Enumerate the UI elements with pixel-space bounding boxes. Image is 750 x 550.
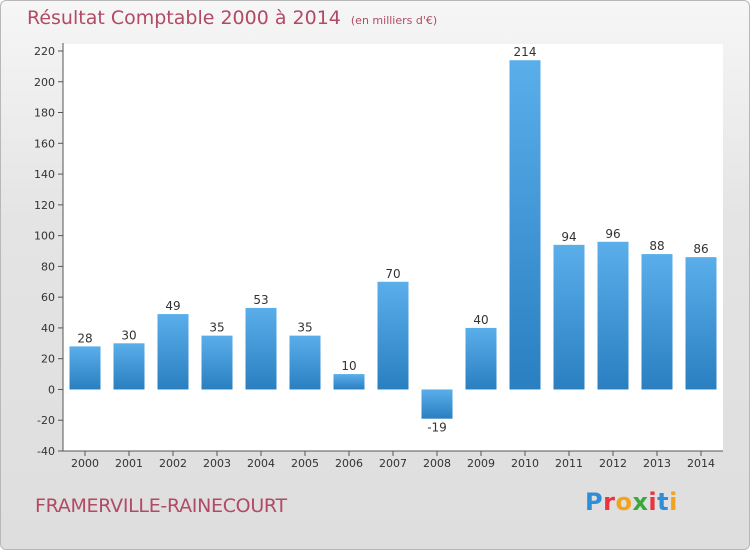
value-label-2003: 35: [209, 321, 224, 335]
brand-letter: x: [632, 488, 649, 516]
x-tick-label-2010: 2010: [511, 457, 539, 470]
x-tick-label-2014: 2014: [687, 457, 715, 470]
y-tick-label: 20: [41, 353, 55, 366]
brand-letter: i: [648, 488, 658, 516]
y-tick-label: -20: [37, 414, 55, 427]
value-label-2008: -19: [427, 421, 447, 435]
x-tick-label-2013: 2013: [643, 457, 671, 470]
bar-2003: [201, 335, 233, 390]
x-tick-label-2002: 2002: [159, 457, 187, 470]
y-tick-label: 100: [34, 230, 55, 243]
value-label-2000: 28: [77, 331, 92, 345]
bar-2004: [245, 307, 277, 390]
brand-logo: Proxiti: [585, 488, 678, 516]
bar-2001: [113, 343, 145, 390]
chart-title: Résultat Comptable 2000 à 2014 (en millie…: [27, 7, 437, 29]
bar-2006: [333, 374, 365, 390]
y-tick-label: 180: [34, 107, 55, 120]
value-label-2004: 53: [253, 293, 268, 307]
value-label-2006: 10: [341, 359, 356, 373]
x-tick-label-2007: 2007: [379, 457, 407, 470]
y-tick-label: 0: [48, 383, 55, 396]
y-tick-label: 40: [41, 322, 55, 335]
brand-letter: t: [657, 488, 670, 516]
value-label-2013: 88: [649, 239, 664, 253]
bar-2008: [421, 389, 453, 419]
y-tick-label: 220: [34, 45, 55, 58]
brand-letter: o: [615, 488, 633, 516]
x-tick-label-2004: 2004: [247, 457, 275, 470]
brand-letter: i: [669, 488, 678, 516]
value-label-2001: 30: [121, 328, 136, 342]
x-tick-label-2001: 2001: [115, 457, 143, 470]
bar-2002: [157, 314, 189, 390]
x-tick-label-2009: 2009: [467, 457, 495, 470]
x-tick-label-2005: 2005: [291, 457, 319, 470]
y-tick-label: 160: [34, 137, 55, 150]
y-tick-label: 60: [41, 291, 55, 304]
x-tick-label-2011: 2011: [555, 457, 583, 470]
bar-2013: [641, 254, 673, 390]
y-tick-label: 140: [34, 168, 55, 181]
bar-2005: [289, 335, 321, 390]
y-tick-label: -40: [37, 445, 55, 458]
value-label-2002: 49: [165, 299, 180, 313]
bar-2012: [597, 241, 629, 390]
value-label-2014: 86: [693, 242, 708, 256]
value-label-2011: 94: [561, 230, 576, 244]
bar-2010: [509, 60, 541, 390]
unit-label: (en milliers d'€): [350, 14, 438, 27]
y-tick-label: 80: [41, 260, 55, 273]
bar-2009: [465, 327, 497, 390]
title-text: Résultat Comptable 2000 à 2014: [27, 7, 341, 29]
bar-2007: [377, 281, 409, 390]
x-tick-label-2006: 2006: [335, 457, 363, 470]
y-tick-label: 120: [34, 199, 55, 212]
brand-letter: P: [585, 488, 604, 516]
city-name: FRAMERVILLE-RAINECOURT: [35, 495, 287, 517]
y-tick-label: 200: [34, 76, 55, 89]
value-label-2007: 70: [385, 267, 400, 281]
value-label-2009: 40: [473, 313, 488, 327]
value-label-2012: 96: [605, 227, 620, 241]
value-label-2010: 214: [514, 45, 537, 59]
x-tick-label-2003: 2003: [203, 457, 231, 470]
bar-2000: [69, 346, 101, 390]
bar-2014: [685, 257, 717, 390]
x-tick-label-2000: 2000: [71, 457, 99, 470]
x-tick-label-2008: 2008: [423, 457, 451, 470]
bar-2011: [553, 244, 585, 390]
value-label-2005: 35: [297, 321, 312, 335]
brand-letter: r: [603, 488, 616, 516]
x-tick-label-2012: 2012: [599, 457, 627, 470]
